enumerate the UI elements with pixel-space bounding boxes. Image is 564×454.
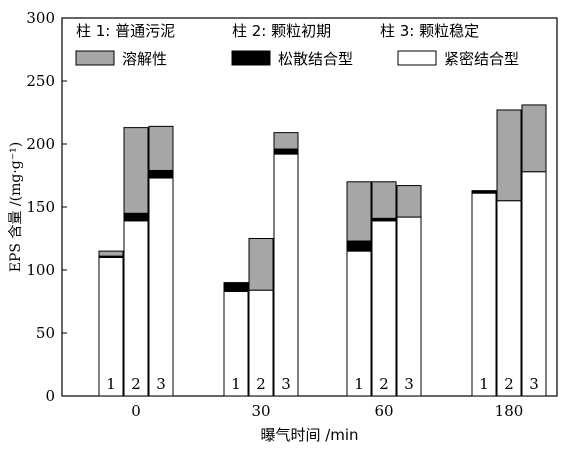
bar-segment bbox=[346, 250, 372, 397]
bar-column-label: 3 bbox=[529, 375, 539, 393]
legend-label: 紧密结合型 bbox=[444, 50, 519, 68]
bar-segment bbox=[98, 250, 124, 257]
bar-column-label: 1 bbox=[231, 375, 241, 393]
x-tick-label: 30 bbox=[251, 402, 270, 420]
x-tick-label: 180 bbox=[495, 402, 524, 420]
bar-segment bbox=[123, 127, 149, 214]
bar-segment bbox=[346, 240, 372, 252]
column-legend-text: 柱 2: 颗粒初期 bbox=[232, 22, 331, 40]
y-tick-label: 200 bbox=[26, 135, 55, 153]
bar-segment bbox=[496, 200, 522, 397]
legend-swatch bbox=[231, 50, 271, 66]
bar-column-label: 2 bbox=[256, 375, 266, 393]
bar-segment bbox=[148, 177, 174, 397]
y-tick-label: 0 bbox=[45, 387, 55, 405]
y-tick-label: 250 bbox=[26, 72, 55, 90]
bar-column-label: 3 bbox=[156, 375, 166, 393]
bar-column-label: 2 bbox=[504, 375, 514, 393]
bar-segment bbox=[123, 220, 149, 397]
legend-label: 松散结合型 bbox=[278, 50, 353, 68]
bar-segment bbox=[471, 190, 497, 194]
bar-segment bbox=[223, 282, 249, 292]
legend-label: 溶解性 bbox=[122, 50, 167, 68]
bar-column-label: 1 bbox=[354, 375, 364, 393]
x-axis-label: 曝气时间 /min bbox=[260, 426, 358, 444]
bar-segment bbox=[98, 256, 124, 397]
y-tick-label: 50 bbox=[36, 324, 55, 342]
bar-segment bbox=[248, 238, 274, 291]
y-tick-label: 100 bbox=[26, 261, 55, 279]
y-tick-label: 300 bbox=[26, 9, 55, 27]
bar-segment bbox=[396, 216, 422, 397]
bar-segment bbox=[273, 132, 299, 150]
bar-segment bbox=[148, 125, 174, 171]
column-legend-text: 柱 1: 普通污泥 bbox=[76, 22, 175, 40]
bar-column-label: 3 bbox=[281, 375, 291, 393]
bar-column-label: 1 bbox=[106, 375, 116, 393]
bar-segment bbox=[371, 181, 397, 219]
bar-segment bbox=[371, 220, 397, 397]
bar-column-label: 3 bbox=[404, 375, 414, 393]
bar-column-label: 2 bbox=[131, 375, 141, 393]
bar-column-label: 2 bbox=[379, 375, 389, 393]
bar-segment bbox=[346, 181, 372, 242]
bar-segment bbox=[496, 109, 522, 202]
y-axis-label: EPS 含量 /(mg·g⁻¹) bbox=[8, 142, 24, 272]
bar-segment bbox=[273, 148, 299, 155]
bar-segment bbox=[123, 212, 149, 222]
legend-swatch bbox=[75, 50, 115, 66]
bar-segment bbox=[273, 153, 299, 397]
column-legend-text: 柱 3: 颗粒稳定 bbox=[380, 22, 479, 40]
x-tick-label: 0 bbox=[131, 402, 141, 420]
bar-segment bbox=[521, 104, 547, 173]
bar-segment bbox=[396, 185, 422, 218]
y-tick-label: 150 bbox=[26, 198, 55, 216]
bar-segment bbox=[471, 192, 497, 397]
bar-segment bbox=[521, 171, 547, 397]
bar-segment bbox=[148, 169, 174, 179]
x-tick-label: 60 bbox=[374, 402, 393, 420]
legend-swatch bbox=[397, 50, 437, 66]
bar-column-label: 1 bbox=[479, 375, 489, 393]
